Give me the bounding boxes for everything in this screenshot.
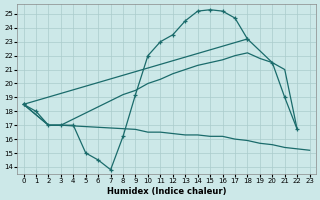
X-axis label: Humidex (Indice chaleur): Humidex (Indice chaleur) bbox=[107, 187, 226, 196]
